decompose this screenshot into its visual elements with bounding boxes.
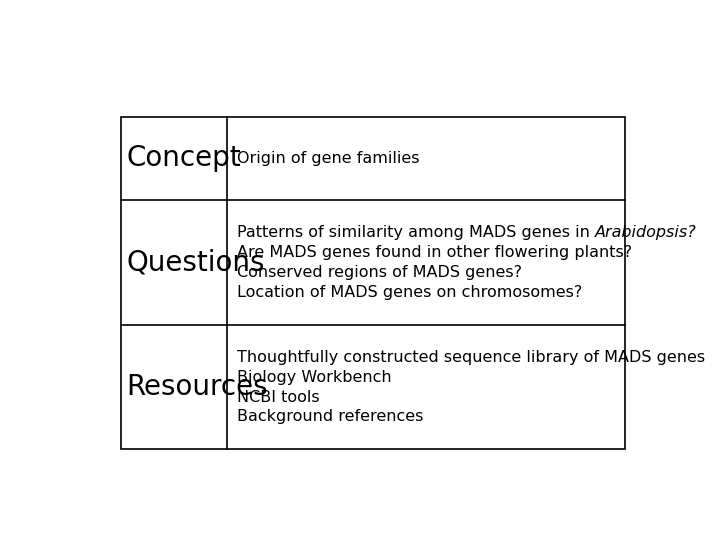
Text: Location of MADS genes on chromosomes?: Location of MADS genes on chromosomes? <box>237 285 582 300</box>
Text: Questions: Questions <box>126 248 265 276</box>
Text: Background references: Background references <box>237 409 423 424</box>
Text: Resources: Resources <box>126 373 268 401</box>
Text: Arabidopsis?: Arabidopsis? <box>595 225 696 240</box>
Text: Biology Workbench: Biology Workbench <box>237 369 392 384</box>
Text: Conserved regions of MADS genes?: Conserved regions of MADS genes? <box>237 265 522 280</box>
Text: Are MADS genes found in other flowering plants?: Are MADS genes found in other flowering … <box>237 245 632 260</box>
Text: Concept: Concept <box>126 144 241 172</box>
Text: Origin of gene families: Origin of gene families <box>237 151 419 166</box>
Text: NCBI tools: NCBI tools <box>237 389 320 404</box>
Text: Thoughtfully constructed sequence library of MADS genes: Thoughtfully constructed sequence librar… <box>237 349 705 364</box>
Bar <box>121 117 624 449</box>
Text: Patterns of similarity among MADS genes in: Patterns of similarity among MADS genes … <box>237 225 595 240</box>
